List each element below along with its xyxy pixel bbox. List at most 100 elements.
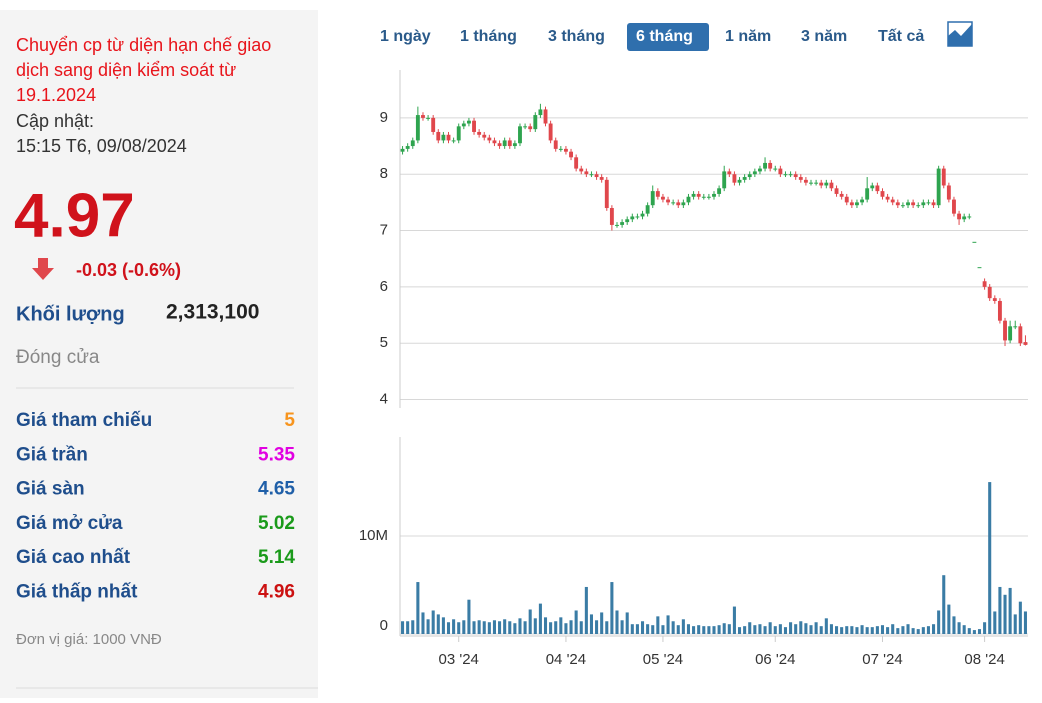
- candle-body: [487, 137, 492, 141]
- candle-body: [778, 168, 783, 175]
- volume-bar: [783, 627, 788, 634]
- candle-body: [977, 267, 982, 269]
- volume-bar: [727, 624, 731, 634]
- volume-bar: [732, 606, 736, 634]
- volume-bar: [646, 624, 650, 634]
- candle-body: [768, 162, 773, 169]
- volume-bar: [937, 610, 941, 634]
- candle-body: [717, 188, 722, 194]
- candle-body: [655, 191, 660, 197]
- candle-body: [553, 140, 558, 149]
- candle-body: [1018, 326, 1023, 344]
- volume-bar: [411, 620, 415, 634]
- candle-body: [701, 196, 706, 198]
- candle-body: [579, 168, 584, 172]
- candle-body: [472, 120, 476, 132]
- range-tabs: 1 ngày 1 tháng 3 tháng 6 tháng 1 năm 3 năm Tất…: [380, 23, 924, 51]
- row-value: 5.02: [258, 513, 295, 534]
- volume-bar: [758, 624, 762, 634]
- range-tab[interactable]: 1 tháng: [460, 28, 517, 45]
- row-label: Giá tham chiếu: [16, 410, 152, 431]
- candle-body: [609, 208, 614, 225]
- candle-body: [737, 179, 742, 183]
- y-tick-label: 9: [380, 109, 388, 126]
- range-tab[interactable]: 1 ngày: [380, 28, 431, 45]
- candle-body: [844, 196, 849, 203]
- candle-body: [839, 193, 844, 197]
- volume-bar: [906, 624, 910, 634]
- range-tab[interactable]: 3 năm: [801, 28, 847, 45]
- candle-body: [497, 143, 502, 147]
- candle-body: [584, 171, 589, 175]
- candle-body: [604, 179, 609, 209]
- row-label: Giá mở cửa: [16, 513, 123, 534]
- candle-body: [589, 174, 594, 176]
- volume-bar: [671, 621, 675, 634]
- candle-body: [507, 140, 512, 147]
- x-tick-label: 03 '24: [439, 651, 479, 668]
- volume-bar: [605, 621, 609, 634]
- candle-body: [456, 126, 461, 141]
- volume-bar: [564, 623, 568, 634]
- volume-bar: [850, 626, 854, 634]
- candle-body: [987, 286, 992, 299]
- chart-area: 4 5 6 7 8 9 0 10M 03 '24 04 '24 05 '24 06 '24 07 '24…: [359, 70, 1028, 668]
- candle-body: [431, 117, 436, 132]
- volume-bar: [977, 629, 982, 634]
- candle-body: [523, 126, 528, 128]
- candle-body: [518, 126, 522, 144]
- range-tab[interactable]: 1 năm: [725, 28, 771, 45]
- volume-bar: [446, 622, 451, 634]
- y-tick-label: 5: [380, 334, 388, 351]
- candle-body: [926, 202, 931, 204]
- volume-bar: [477, 620, 481, 634]
- volume-bar: [845, 626, 849, 634]
- volume-bar: [717, 625, 721, 634]
- active-tab-bg: [627, 23, 709, 51]
- candle-body: [885, 196, 890, 200]
- volume-bar: [600, 612, 604, 634]
- volume-bar: [967, 628, 971, 634]
- volume-bar: [916, 629, 920, 634]
- range-tab[interactable]: 6 tháng: [636, 28, 693, 45]
- row-value: 5.35: [258, 444, 295, 465]
- range-tab[interactable]: Tất cả: [878, 28, 924, 45]
- update-label: Cập nhật:: [16, 111, 94, 131]
- candle-body: [410, 140, 415, 147]
- volume-bar: [952, 616, 956, 634]
- volume-bar: [589, 614, 593, 634]
- y-tick-label: 4: [380, 391, 388, 408]
- volume-bar: [799, 621, 803, 634]
- volume-bar: [1003, 594, 1007, 634]
- chart-type-icon[interactable]: [947, 21, 973, 47]
- candle-body: [936, 168, 941, 206]
- candle-body: [870, 185, 875, 189]
- candle-body: [441, 134, 446, 141]
- candle-body: [819, 182, 824, 186]
- candle-body: [1013, 326, 1018, 328]
- candle-body: [829, 182, 834, 189]
- volume-bar: [518, 618, 522, 634]
- candle-body: [558, 148, 563, 150]
- volume-bar: [737, 627, 742, 634]
- range-tab[interactable]: 3 tháng: [548, 28, 605, 45]
- change: -0.03 (-0.6%): [76, 260, 181, 280]
- volume: 2,313,100: [166, 301, 259, 324]
- volume-bar: [875, 626, 879, 634]
- volume-bar: [416, 582, 420, 634]
- volume-bar: [993, 611, 997, 634]
- candle-body: [865, 188, 870, 200]
- candle-body: [533, 115, 538, 130]
- row-label: Giá sàn: [16, 479, 85, 500]
- volume-bar: [686, 624, 691, 634]
- volume-bar: [533, 618, 537, 634]
- volume-bar: [814, 622, 818, 634]
- price-rows: Giá tham chiếu 5 Giá trần 5.35 Giá sàn 4.65 Gi…: [16, 410, 295, 603]
- volume-bar: [1013, 614, 1017, 634]
- candle-body: [421, 115, 425, 118]
- candle-body: [783, 174, 788, 176]
- volume-bar: [972, 630, 976, 634]
- candle-body: [788, 174, 793, 176]
- volume-bar: [584, 586, 588, 634]
- notice: Chuyển cp từ diện hạn chế giao dịch sang…: [16, 35, 272, 105]
